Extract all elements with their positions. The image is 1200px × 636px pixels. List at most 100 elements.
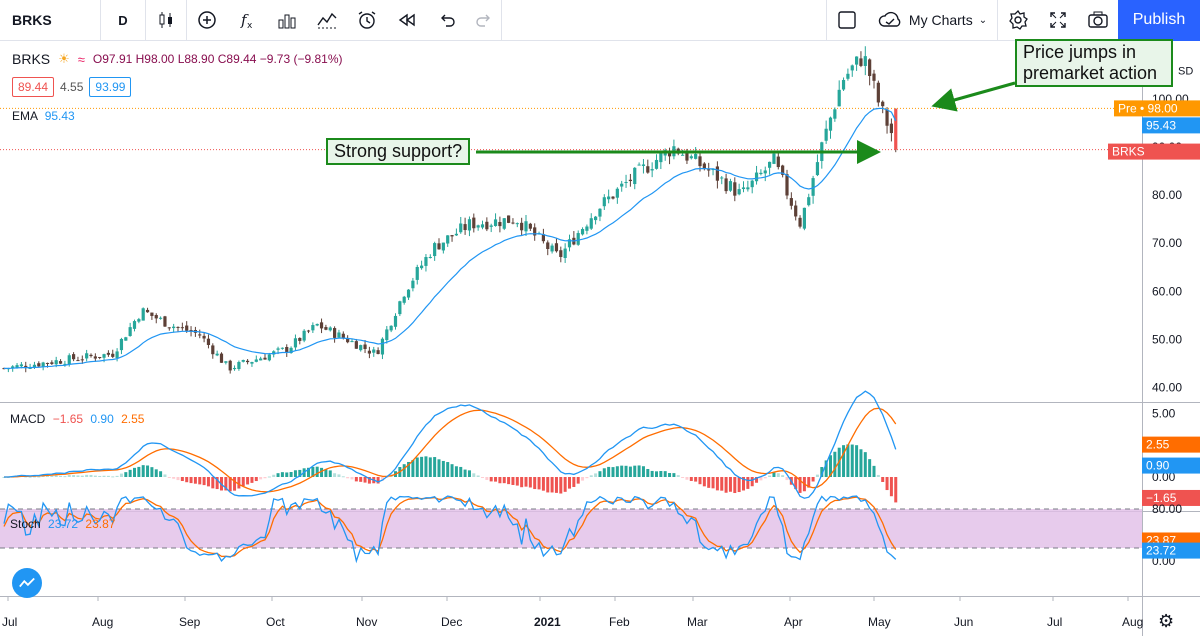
replay-icon[interactable] xyxy=(387,0,427,41)
candle-body xyxy=(172,326,176,329)
legend-low: L88.90 xyxy=(177,52,215,66)
time-tick: Jul xyxy=(2,615,17,629)
interval-button[interactable]: D xyxy=(118,12,128,28)
candle-body xyxy=(685,151,689,161)
time-tick: Dec xyxy=(441,615,462,629)
candle-body xyxy=(463,224,467,231)
financials-icon[interactable] xyxy=(267,0,307,41)
macd-histogram-bar xyxy=(420,456,424,477)
candle-body xyxy=(724,178,728,192)
my-charts-button[interactable]: My Charts ⌄ xyxy=(867,0,997,41)
candle-body xyxy=(846,73,850,79)
alert-clock-icon[interactable] xyxy=(347,0,387,41)
macd-histogram-bar xyxy=(32,476,36,478)
ema-tag: 95.43 xyxy=(1142,117,1200,134)
candle-body xyxy=(563,248,567,258)
candle-body xyxy=(219,353,224,363)
candle-body xyxy=(337,332,341,338)
candle-body xyxy=(285,347,289,353)
sun-icon: ☀ xyxy=(58,51,70,66)
macd-histogram-bar xyxy=(446,462,450,477)
legend-high: H98.00 xyxy=(135,52,175,66)
candles-icon[interactable] xyxy=(146,0,186,41)
settings-gear-icon[interactable] xyxy=(998,0,1038,41)
candle-body xyxy=(550,245,554,252)
macd-histogram-bar xyxy=(481,477,484,478)
candle-body xyxy=(80,359,84,361)
fullscreen-icon[interactable] xyxy=(1038,0,1078,41)
candle-body xyxy=(759,172,763,175)
macd-histogram-bar xyxy=(159,471,163,477)
macd-histogram-bar xyxy=(554,477,558,493)
svg-text:23.72: 23.72 xyxy=(1146,544,1176,558)
publish-button[interactable]: Publish xyxy=(1118,0,1200,41)
macd-histogram-bar xyxy=(198,477,202,485)
macd-histogram-bar xyxy=(646,469,650,477)
candle-body xyxy=(641,164,646,166)
candle-body xyxy=(315,323,319,326)
candle-body xyxy=(776,156,780,168)
candle-body xyxy=(250,362,254,364)
annotation-price-jump[interactable]: Price jumps in premarket action xyxy=(1015,39,1173,87)
candle-body xyxy=(376,350,380,355)
macd-histogram-bar xyxy=(324,469,328,477)
macd-histogram-bar xyxy=(354,477,358,482)
candle-body xyxy=(646,166,650,173)
price-tick: 40.00 xyxy=(1152,381,1182,395)
macd-histogram-bar xyxy=(702,477,706,487)
candle-body xyxy=(493,219,498,227)
macd-histogram-bar xyxy=(824,460,828,477)
candle-body xyxy=(889,123,893,134)
ask-box[interactable]: 93.99 xyxy=(89,77,132,97)
macd-legend: MACD −1.65 0.90 2.55 xyxy=(10,412,144,426)
legend-open: O97.91 xyxy=(92,52,133,66)
bid-box[interactable]: 89.44 xyxy=(12,77,55,97)
macd-histogram-bar xyxy=(433,457,437,477)
candle-body xyxy=(359,345,363,351)
candle-body xyxy=(102,354,106,358)
macd-histogram-bar xyxy=(694,477,698,482)
symbol-search[interactable]: BRKS xyxy=(12,12,52,28)
macd-histogram-bar xyxy=(437,459,441,477)
candle-body xyxy=(763,170,767,174)
macd-histogram-bar xyxy=(624,465,628,477)
snapshot-camera-icon[interactable] xyxy=(1078,0,1118,41)
main-legend: BRKS ☀ ≈ O97.91 H98.00 L88.90 C89.44 −9.… xyxy=(12,51,343,67)
macd-signal-line xyxy=(4,407,897,493)
candle-body xyxy=(498,221,502,227)
templates-icon[interactable] xyxy=(307,0,347,41)
candle-body xyxy=(785,174,789,196)
candle-body xyxy=(132,321,137,329)
undo-icon[interactable] xyxy=(427,0,467,41)
candle-body xyxy=(650,169,654,171)
macd-histogram-bar xyxy=(350,477,354,480)
macd-histogram-bar xyxy=(59,475,63,477)
macd-histogram-bar xyxy=(211,477,215,489)
layout-square-icon[interactable] xyxy=(827,0,867,41)
candle-body xyxy=(406,289,411,298)
macd-histogram-bar xyxy=(842,445,846,477)
chart-canvas[interactable]: 100.0090.0080.0070.0060.0050.0040.00JulA… xyxy=(0,41,1200,636)
macd-histogram-bar xyxy=(472,473,476,477)
candle-body xyxy=(720,177,724,179)
macd-histogram-bar xyxy=(889,477,893,497)
chart-area[interactable]: 100.0090.0080.0070.0060.0050.0040.00JulA… xyxy=(0,39,1200,636)
macd-histogram-bar xyxy=(881,477,885,482)
tradingview-logo-button[interactable] xyxy=(12,568,42,598)
candle-body xyxy=(72,354,76,360)
compare-add-icon[interactable] xyxy=(187,0,227,41)
macd-histogram-bar xyxy=(85,474,89,477)
candle-body xyxy=(633,167,637,185)
macd-histogram-bar xyxy=(106,475,110,477)
macd-histogram-bar xyxy=(259,477,263,480)
candle-body xyxy=(602,197,606,207)
legend-ohlc: O97.91 H98.00 L88.90 C89.44 −9.73 (−9.81… xyxy=(93,52,343,66)
macd-histogram-bar xyxy=(185,477,189,483)
time-axis-settings-icon[interactable]: ⚙ xyxy=(1158,611,1175,631)
macd-histogram-bar xyxy=(263,477,267,479)
candle-body xyxy=(485,221,489,230)
candle-body xyxy=(411,280,415,289)
macd-histogram-bar xyxy=(863,452,867,477)
annotation-strong-support[interactable]: Strong support? xyxy=(326,138,471,165)
